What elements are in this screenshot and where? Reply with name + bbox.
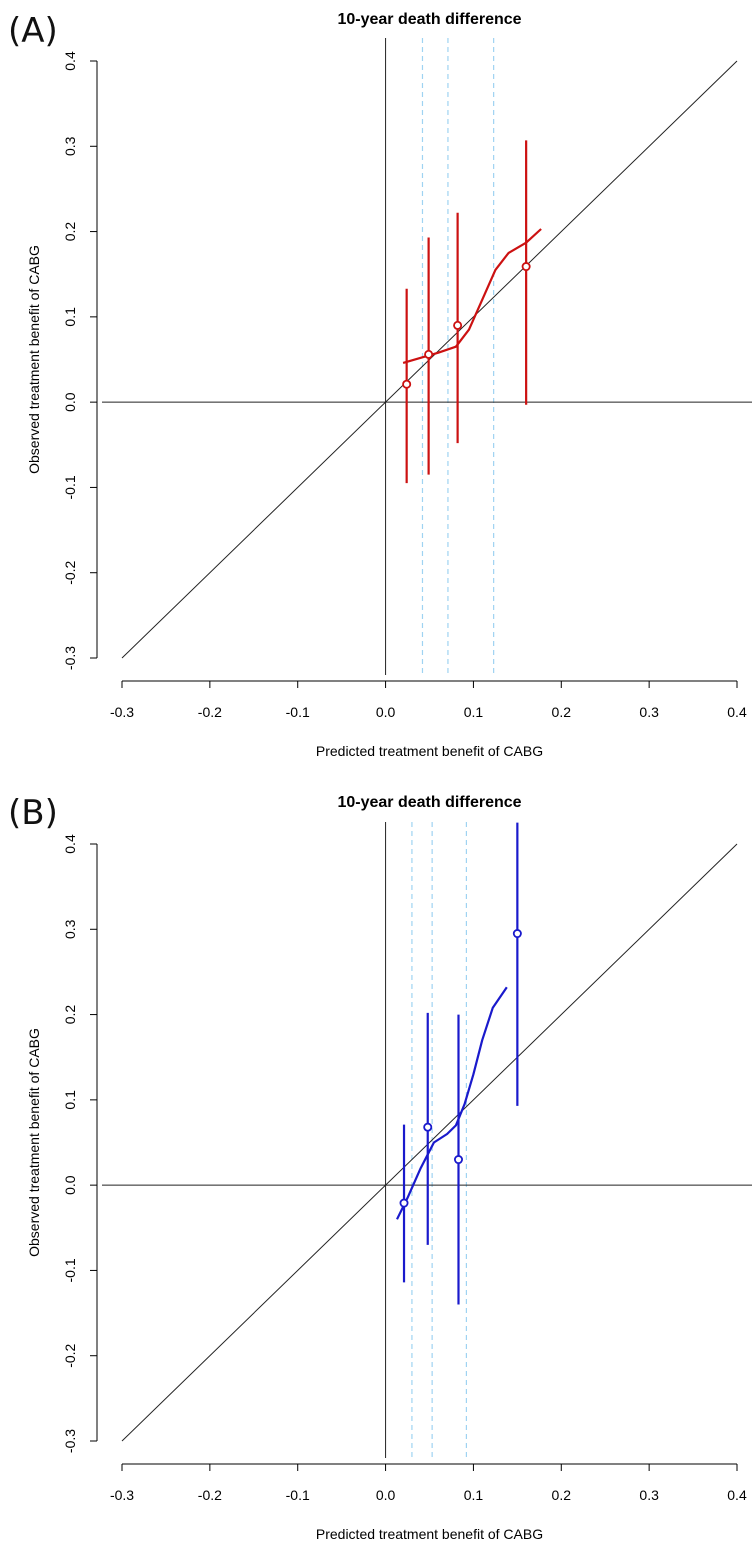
chart-title: 10-year death difference [337, 794, 521, 811]
x-tick-label: 0.4 [727, 704, 747, 720]
y-tick-label: 0.2 [62, 1005, 78, 1025]
panel-letter: (A) [8, 11, 58, 51]
y-tick-label: -0.2 [62, 560, 78, 584]
x-tick-label: 0.1 [464, 1487, 484, 1503]
smooth-calibration-curve [396, 986, 508, 1220]
y-axis-label: Observed treatment benefit of CABG [26, 1028, 42, 1257]
y-axis-label: Observed treatment benefit of CABG [26, 245, 42, 474]
y-tick-label: 0.2 [62, 222, 78, 242]
x-tick-label: 0.3 [639, 704, 659, 720]
x-tick-label: -0.1 [286, 1487, 310, 1503]
observed-point [521, 262, 531, 272]
y-tick-label: 0.3 [62, 919, 78, 939]
x-tick-label: 0.1 [464, 704, 484, 720]
observed-point [453, 1155, 463, 1165]
x-tick-label: 0.0 [376, 1487, 396, 1503]
x-tick-label: -0.2 [198, 1487, 222, 1503]
x-tick-label: -0.3 [110, 1487, 134, 1503]
y-tick-label: 0.4 [62, 834, 78, 854]
y-tick-label: 0.4 [62, 51, 78, 71]
x-tick-label: 0.0 [376, 704, 396, 720]
y-tick-label: 0.1 [62, 1090, 78, 1110]
x-tick-label: -0.3 [110, 704, 134, 720]
x-axis-label: Predicted treatment benefit of CABG [316, 743, 543, 759]
identity-reference-line [121, 843, 738, 1442]
x-tick-label: -0.1 [286, 704, 310, 720]
panel-a: (A) 10-year death difference -0.3 -0.2 -0.1 0… [8, 11, 752, 759]
x-axis-label: Predicted treatment benefit of CABG [316, 1526, 543, 1542]
y-tick-label: 0.0 [62, 1175, 78, 1195]
y-tick-label: -0.3 [62, 1429, 78, 1453]
observed-point [453, 320, 463, 330]
x-tick-label: 0.4 [727, 1487, 747, 1503]
y-tick-label: -0.1 [62, 475, 78, 499]
observed-point [402, 379, 412, 389]
y-tick-label: 0.1 [62, 307, 78, 327]
y-tick-label: 0.0 [62, 392, 78, 412]
x-tick-label: 0.3 [639, 1487, 659, 1503]
x-tick-label: -0.2 [198, 704, 222, 720]
smooth-calibration-curve [402, 228, 542, 364]
x-tick-label: 0.2 [552, 1487, 572, 1503]
y-tick-label: -0.3 [62, 646, 78, 670]
chart-title: 10-year death difference [337, 11, 521, 28]
observed-point [512, 929, 522, 939]
observed-point [423, 1122, 433, 1132]
y-tick-label: -0.1 [62, 1258, 78, 1282]
y-tick-label: -0.2 [62, 1343, 78, 1367]
panel-b: (B) 10-year death difference -0.3 -0.2 -0.1 0… [8, 793, 752, 1542]
observed-point [424, 349, 434, 359]
observed-point [399, 1198, 409, 1208]
x-tick-label: 0.2 [552, 704, 572, 720]
panel-letter: (B) [8, 793, 58, 833]
y-tick-label: 0.3 [62, 136, 78, 156]
